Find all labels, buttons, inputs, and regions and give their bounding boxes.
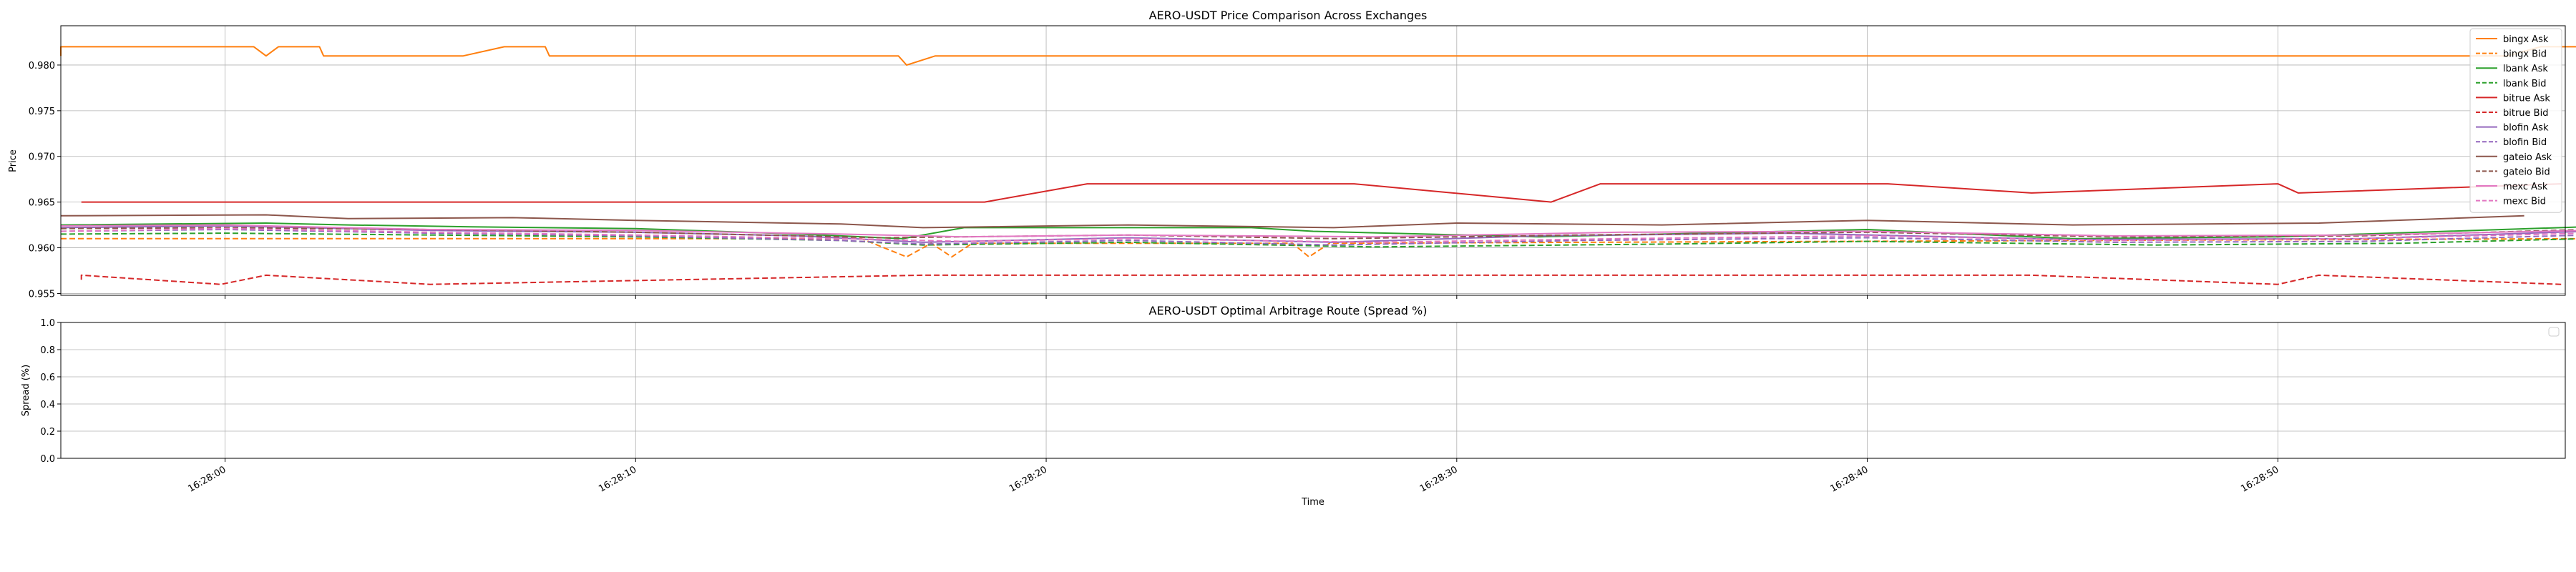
price-chart-y-tick-label: 0.980 xyxy=(29,61,55,72)
spread-chart-y-ticks: 0.0 0.2 0.4 0.6 0.8 1.0 xyxy=(40,318,61,465)
spread-chart-y-tick-label: 0.2 xyxy=(40,427,55,438)
legend-entry-label: mexc Bid xyxy=(2503,197,2546,207)
price-comparison-chart: AERO-USDT Price Comparison Across Exchan… xyxy=(8,9,2576,300)
price-chart-y-tick-label: 0.965 xyxy=(29,198,55,209)
spread-chart-frame xyxy=(60,322,2566,459)
spread-chart-y-tick-label: 0.8 xyxy=(40,345,55,356)
series-line-gateio-ask xyxy=(60,214,2524,229)
spread-chart-y-tick-label: 0.0 xyxy=(40,454,55,465)
legend-entry-label: bitrue Bid xyxy=(2503,108,2548,119)
price-chart-series xyxy=(60,46,2576,285)
spread-chart-y-tick-label: 0.4 xyxy=(40,400,55,410)
price-chart-y-ticks: 0.955 0.960 0.965 0.970 0.975 0.980 xyxy=(29,61,61,300)
price-chart-y-label: Price xyxy=(8,149,19,172)
series-line-bitrue-ask xyxy=(81,183,2562,203)
price-chart-y-tick-label: 0.970 xyxy=(29,152,55,163)
price-chart-title: AERO-USDT Price Comparison Across Exchan… xyxy=(1149,9,1428,22)
price-chart-legend: bingx Ask bingx Bid lbank Ask lbank Bid bitr… xyxy=(2469,28,2562,213)
price-chart-y-tick-label: 0.960 xyxy=(29,244,55,255)
spread-chart-y-tick-label: 0.6 xyxy=(40,373,55,383)
price-chart-frame xyxy=(60,25,2566,296)
series-line-lbank-bid xyxy=(60,232,2576,248)
spread-chart-title: AERO-USDT Optimal Arbitrage Route (Sprea… xyxy=(1149,304,1428,317)
spread-chart-x-label: Time xyxy=(1301,497,1324,508)
series-line-bingx-bid xyxy=(61,237,2576,258)
legend-entry-label: bitrue Ask xyxy=(2503,93,2550,104)
legend-entry-label: bingx Bid xyxy=(2503,49,2547,60)
legend-box xyxy=(2469,28,2562,213)
series-line-bitrue-bid xyxy=(80,274,2562,285)
price-chart-y-tick-label: 0.975 xyxy=(29,107,55,117)
series-line-mexc-ask xyxy=(60,224,2576,238)
legend-entry-label: bingx Ask xyxy=(2503,34,2549,45)
legend-entry-label: lbank Ask xyxy=(2503,64,2548,74)
spread-chart-empty-legend xyxy=(2548,327,2560,337)
price-chart-grid xyxy=(61,26,2565,295)
series-line-blofin-bid xyxy=(60,229,2576,246)
spread-chart-y-tick-label: 1.0 xyxy=(40,318,55,329)
legend-entry-label: lbank Bid xyxy=(2503,79,2547,89)
series-line-mexc-bid xyxy=(60,227,2576,243)
legend-entry-label: blofin Ask xyxy=(2503,123,2549,134)
legend-entry-label: blofin Bid xyxy=(2503,137,2547,148)
spread-chart-y-label: Spread (%) xyxy=(21,365,31,416)
price-chart-x-ticks xyxy=(225,295,2278,299)
legend-entry-label: gateio Bid xyxy=(2503,167,2550,177)
legend-entry-label: gateio Ask xyxy=(2503,152,2552,163)
price-chart-y-tick-label: 0.955 xyxy=(29,289,55,300)
series-line-bingx-ask xyxy=(60,46,2576,66)
legend-entry-label: mexc Ask xyxy=(2503,182,2548,192)
